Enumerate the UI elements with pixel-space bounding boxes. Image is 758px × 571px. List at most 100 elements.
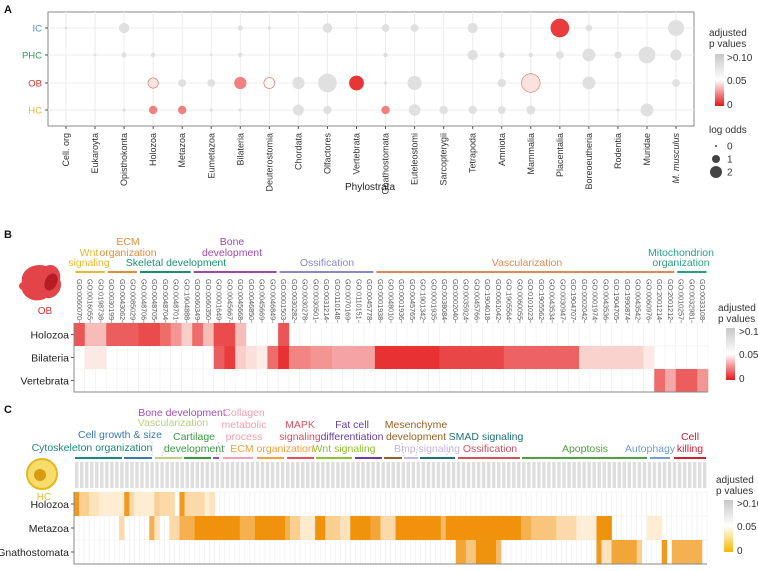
group-bar [139,271,191,273]
go-term-label: GO:0010257 [677,279,686,320]
bubble-point [381,105,390,115]
group-bar [355,457,382,459]
group-label: metabolic [222,419,267,431]
color-bar-tick: >0.10 [739,327,758,338]
group-bar [287,457,314,459]
go-term-label: GO:0045778 [365,279,374,320]
heatmap-cell [169,516,180,540]
go-term-label-glyphs [622,462,627,488]
go-term-label-glyphs [381,462,385,488]
size-legend-dot [710,166,722,178]
bubble-point [234,76,247,90]
leader-line [445,445,453,457]
x-tick-label: M. musculus [671,133,681,184]
bubble-point [147,77,159,89]
heatmap-cell [124,492,130,516]
go-term-label: GO:0030282 [290,279,299,320]
heatmap-cell [192,323,204,346]
group-label: signaling [68,257,110,269]
go-term-label-glyphs [95,462,99,488]
y-tick-label: PHC [22,51,42,62]
go-term-label-glyphs [75,462,79,488]
x-tick-label: Metazoa [177,133,187,168]
bubble-point [410,24,419,32]
heatmap-cell [278,346,290,369]
go-term-label-glyphs [115,462,119,488]
x-tick-label: Muridae [642,133,652,166]
go-term-label-glyphs [321,462,325,488]
heatmap-cell [665,369,677,392]
go-term-label: GO:0070169 [344,279,353,320]
heatmap-cell [556,516,577,540]
bubble-point [263,77,276,89]
go-term-label-glyphs [155,462,159,488]
hc-cell-icon [26,458,58,490]
go-term-label: GO:0048704 [161,279,170,320]
group-label: Fat cell [335,419,369,431]
row-label: Vertebrata [21,376,70,388]
bubble-point [209,53,213,57]
go-term-label-glyphs [451,462,456,488]
bubble-point [668,19,685,37]
group-bar [107,271,137,273]
group-label: Ossification [463,443,517,455]
y-tick-label: HC [28,106,42,117]
group-label: signaling [279,431,321,443]
go-term-label: GO:0030947 [558,279,567,320]
go-term-label: GO:0043534 [548,279,557,320]
bubble-point [93,53,97,57]
go-term-label-glyphs [85,462,89,488]
heatmap-cell [159,323,172,346]
go-term-label: GO:0035924 [462,279,471,320]
go-term-label: GO:0060976 [644,279,653,320]
group-bar [316,457,352,459]
group-label: ECM organization [230,443,314,455]
bubble-point [209,108,213,112]
group-bar [257,457,284,459]
bubble-point [207,79,216,87]
go-term-label-glyphs [421,462,426,488]
go-term-label-glyphs [677,462,682,488]
bubble-point [467,49,478,61]
go-term-label-glyphs [331,462,335,488]
go-term-label: GO:0048010 [387,279,396,320]
bubble-point [237,25,243,31]
group-bar [223,457,253,459]
group-bar [674,457,706,459]
color-bar-tick: 0.05 [727,76,747,87]
plot-frame [47,11,695,127]
go-term-label: GO:1904018 [483,279,492,320]
heatmap-cell [181,323,193,346]
bubble-point [383,81,388,85]
go-term-label-glyphs [652,462,657,488]
go-term-label-glyphs [632,462,637,488]
go-term-label-glyphs [436,462,441,488]
heatmap-cell [601,540,612,564]
go-term-label: GO:0038084 [440,279,449,320]
go-term-label: GO:0001935 [429,279,438,320]
go-term-label: GO:1901342 [419,279,428,320]
go-term-label-glyphs [110,462,114,488]
go-term-label: GO:0001974 [591,279,600,320]
go-term-label-glyphs [200,462,205,488]
group-label: process [226,431,263,443]
go-term-label-glyphs [135,462,139,488]
group-label: Ossification [300,257,354,269]
size-legend-dot [715,145,717,147]
go-term-label: GO:1905562 [537,279,546,320]
row-label: Holozoa [30,499,69,511]
go-term-label: GO:0043536 [601,279,610,320]
go-term-label-glyphs [140,462,144,488]
go-term-label-glyphs [336,462,340,488]
bubble-point [467,22,478,34]
heatmap-cell [99,492,125,516]
heatmap-cell [579,346,644,369]
go-term-label-glyphs [522,462,526,488]
heatmap-cell [106,323,139,346]
go-term-label-glyphs [532,462,536,488]
group-bar [376,271,675,273]
heatmap-cell [643,346,655,369]
x-tick-label: Gnathostomata [381,133,391,195]
bubble-point [582,76,596,90]
